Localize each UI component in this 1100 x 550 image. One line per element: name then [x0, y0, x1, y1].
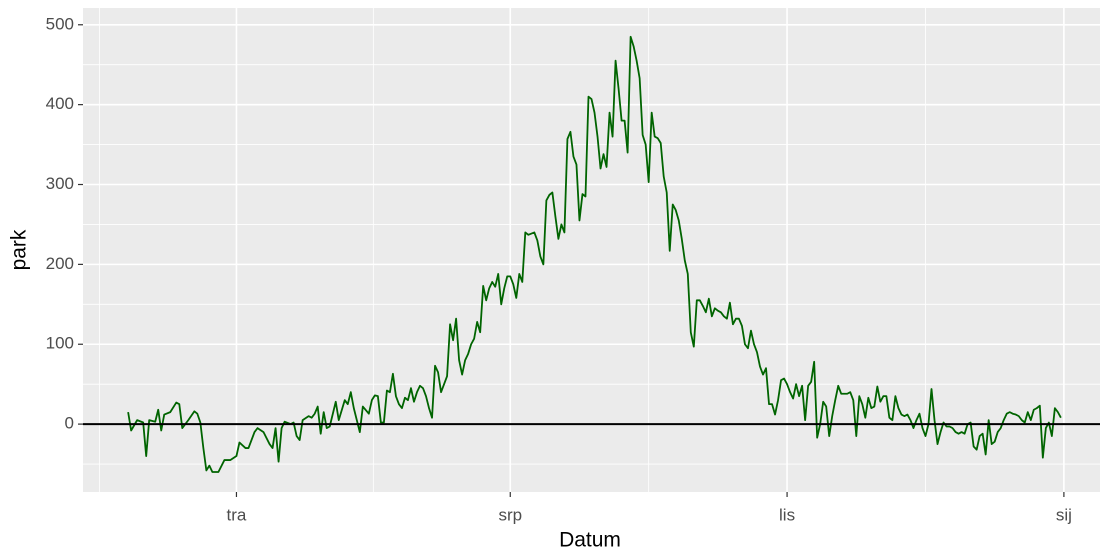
y-axis-title: park — [8, 229, 31, 270]
y-tick-label: 500 — [46, 14, 74, 33]
x-tick-label: lis — [779, 505, 795, 524]
x-axis-title: Datum — [559, 529, 621, 550]
y-tick-label: 100 — [46, 334, 74, 353]
y-tick-label: 300 — [46, 174, 74, 193]
y-tick-label: 0 — [65, 414, 74, 433]
x-tick-label: srp — [498, 505, 522, 524]
x-tick-label: tra — [227, 505, 247, 524]
y-tick-label: 400 — [46, 94, 74, 113]
y-tick-label: 200 — [46, 254, 74, 273]
x-tick-label: sij — [1056, 505, 1072, 524]
data-line — [127, 35, 1062, 473]
panel — [83, 8, 1100, 492]
